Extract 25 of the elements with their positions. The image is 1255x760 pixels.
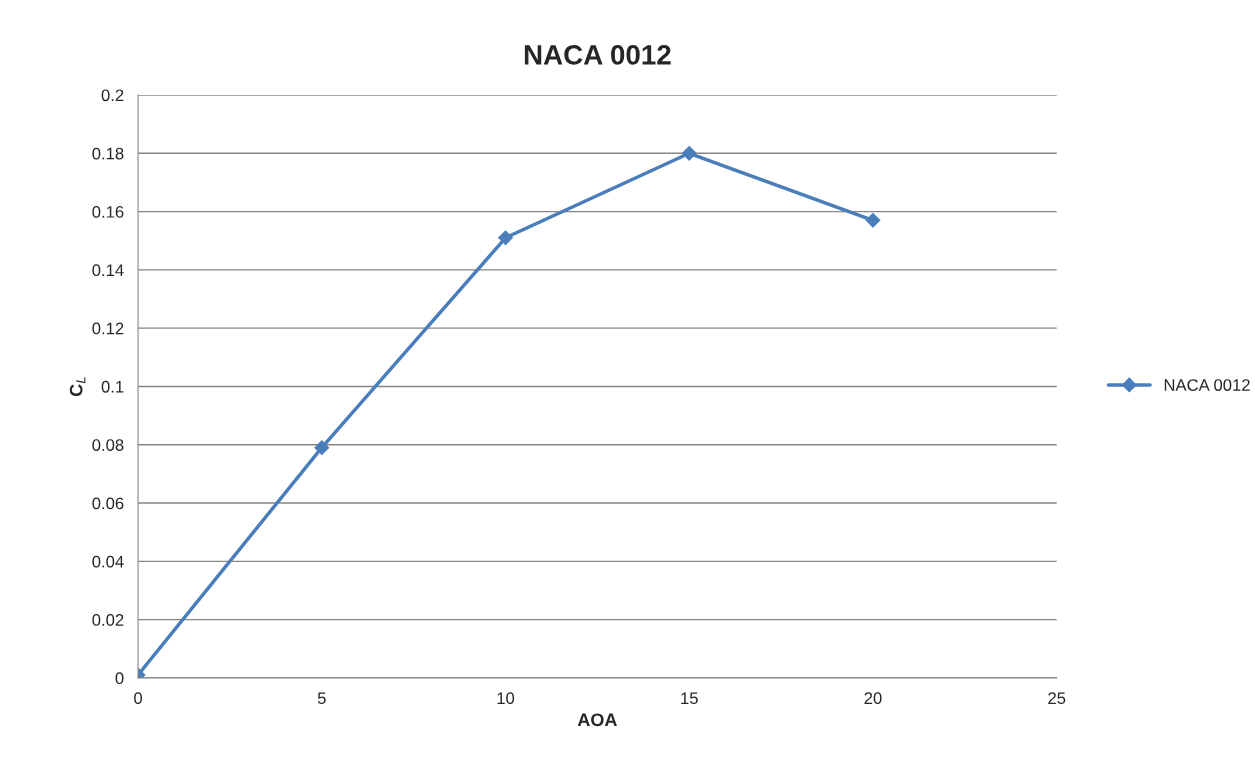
y-tick-label: 0.16 bbox=[92, 205, 124, 218]
x-axis-title: AOA bbox=[577, 713, 617, 727]
x-tick-label: 15 bbox=[681, 692, 698, 705]
x-tick-label: 5 bbox=[317, 692, 326, 705]
y-tick-label: 0 bbox=[115, 672, 124, 685]
point bbox=[865, 212, 881, 228]
y-tick-label: 0.12 bbox=[92, 322, 124, 335]
y-tick-label: 0.06 bbox=[92, 497, 124, 510]
x-tick-label: 0 bbox=[134, 692, 143, 705]
y-tick-label: 0.02 bbox=[92, 614, 124, 626]
legend-label: NACA 0012 bbox=[1164, 379, 1250, 391]
point bbox=[314, 440, 330, 456]
y-tick-label: 0.1 bbox=[101, 380, 124, 393]
y-tick-label: 0.14 bbox=[92, 264, 124, 277]
point bbox=[498, 230, 513, 246]
x-tick-label: 20 bbox=[864, 692, 882, 705]
x-tick-label: 25 bbox=[1048, 692, 1066, 705]
point bbox=[681, 145, 697, 161]
x-tick-label: 10 bbox=[497, 692, 515, 705]
y-tick-label: 0.2 bbox=[101, 89, 124, 102]
y-axis-title: C$_{L}$ bbox=[69, 377, 86, 397]
y-tick-label: 0.04 bbox=[92, 555, 124, 568]
chart-title: NACA 0012 bbox=[524, 45, 671, 65]
y-tick-label: 0.08 bbox=[92, 439, 124, 451]
y-tick-label: 0.18 bbox=[92, 147, 124, 160]
